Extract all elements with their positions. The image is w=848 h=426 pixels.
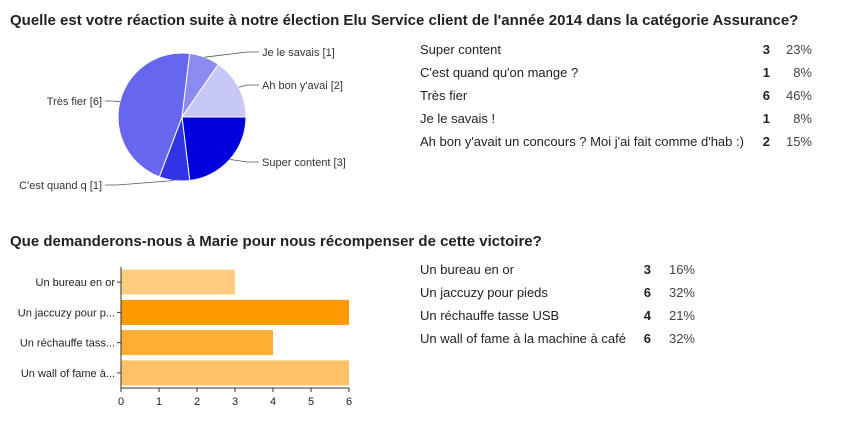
summary-label: Un wall of fame à la machine à café (420, 331, 626, 346)
pie-leader-line (238, 84, 259, 88)
summary-percent: 32% (668, 285, 695, 300)
y-tick-label: Un jaccuzy pour p... (18, 307, 115, 319)
summary-count: 1 (762, 111, 770, 126)
summary-row: Super content 3 23% (420, 38, 812, 61)
summary-count: 6 (643, 285, 651, 300)
pie-slice (181, 63, 247, 118)
pie-leader-line (105, 100, 120, 103)
summary-count: 1 (762, 65, 770, 80)
x-tick-label: 5 (308, 396, 314, 408)
x-tick-label: 6 (346, 396, 352, 408)
pie-leader-line (204, 51, 259, 58)
summary-count: 6 (762, 88, 770, 103)
summary-label: Ah bon y'avait un concours ? Moi j'ai fa… (420, 134, 744, 149)
summary-row: Ah bon y'avait un concours ? Moi j'ai fa… (420, 130, 812, 153)
pie-slice-label: Super content [3] (262, 157, 346, 169)
bar (121, 269, 235, 295)
bar (121, 299, 349, 325)
summary-row: Très fier 6 46% (420, 84, 812, 107)
y-tick-label: Un réchauffe tass... (20, 338, 115, 350)
x-tick-label: 2 (194, 396, 200, 408)
x-tick-label: 3 (232, 396, 238, 408)
pie-slice-label: Je le savais [1] (262, 47, 335, 59)
pie-leader-line (229, 159, 259, 163)
summary-count: 3 (643, 262, 651, 277)
y-tick-label: Un bureau en or (36, 277, 116, 289)
pie-chart: Super content [3] C'est quand q [1] Très f… (19, 47, 346, 192)
question-2-summary-table: Un bureau en or 3 16% Un jaccuzy pour pi… (420, 258, 695, 350)
summary-label: Un réchauffe tasse USB (420, 308, 560, 323)
pie-slice (181, 116, 247, 182)
x-tick-label: 1 (156, 396, 162, 408)
summary-count: 4 (643, 308, 651, 323)
bar-chart: Un bureau en or Un jaccuzy pour p... Un ré… (18, 267, 352, 408)
summary-row: Je le savais ! 1 8% (420, 107, 812, 130)
x-tick-label: 0 (118, 396, 124, 408)
summary-percent: 15% (785, 134, 812, 149)
summary-count: 3 (762, 42, 770, 57)
summary-percent: 21% (668, 308, 695, 323)
summary-label: Un jaccuzy pour pieds (420, 285, 548, 300)
pie-slice-label: C'est quand q [1] (19, 180, 102, 192)
summary-count: 6 (643, 331, 651, 346)
summary-row: Un réchauffe tasse USB 4 21% (420, 304, 695, 327)
summary-count: 2 (762, 134, 770, 149)
question-1-summary-table: Super content 3 23% C'est quand qu'on ma… (420, 38, 812, 153)
summary-label: Très fier (420, 88, 468, 103)
y-tick-label: Un wall of fame à... (21, 368, 115, 380)
summary-percent: 8% (793, 111, 812, 126)
x-tick-label: 4 (270, 396, 276, 408)
summary-row: Un jaccuzy pour pieds 6 32% (420, 281, 695, 304)
bar (121, 330, 273, 356)
pie-leader-line (105, 180, 175, 186)
question-1-title: Quelle est votre réaction suite à notre … (10, 12, 799, 29)
summary-label: Je le savais ! (420, 111, 496, 126)
summary-percent: 23% (785, 42, 812, 57)
summary-percent: 46% (785, 88, 812, 103)
summary-row: Un wall of fame à la machine à café 6 32… (420, 327, 695, 350)
summary-percent: 16% (668, 262, 695, 277)
summary-percent: 32% (668, 331, 695, 346)
pie-slice-label: Ah bon y'avai [2] (262, 80, 343, 92)
summary-label: Super content (420, 42, 501, 57)
summary-label: Un bureau en or (420, 262, 514, 277)
summary-percent: 8% (793, 65, 812, 80)
pie-slice-label: Très fier [6] (47, 96, 102, 108)
bar (121, 360, 349, 386)
summary-label: C'est quand qu'on mange ? (420, 65, 579, 80)
summary-row: C'est quand qu'on mange ? 1 8% (420, 61, 812, 84)
question-2-title: Que demanderons-nous à Marie pour nous r… (10, 233, 542, 250)
summary-row: Un bureau en or 3 16% (420, 258, 695, 281)
